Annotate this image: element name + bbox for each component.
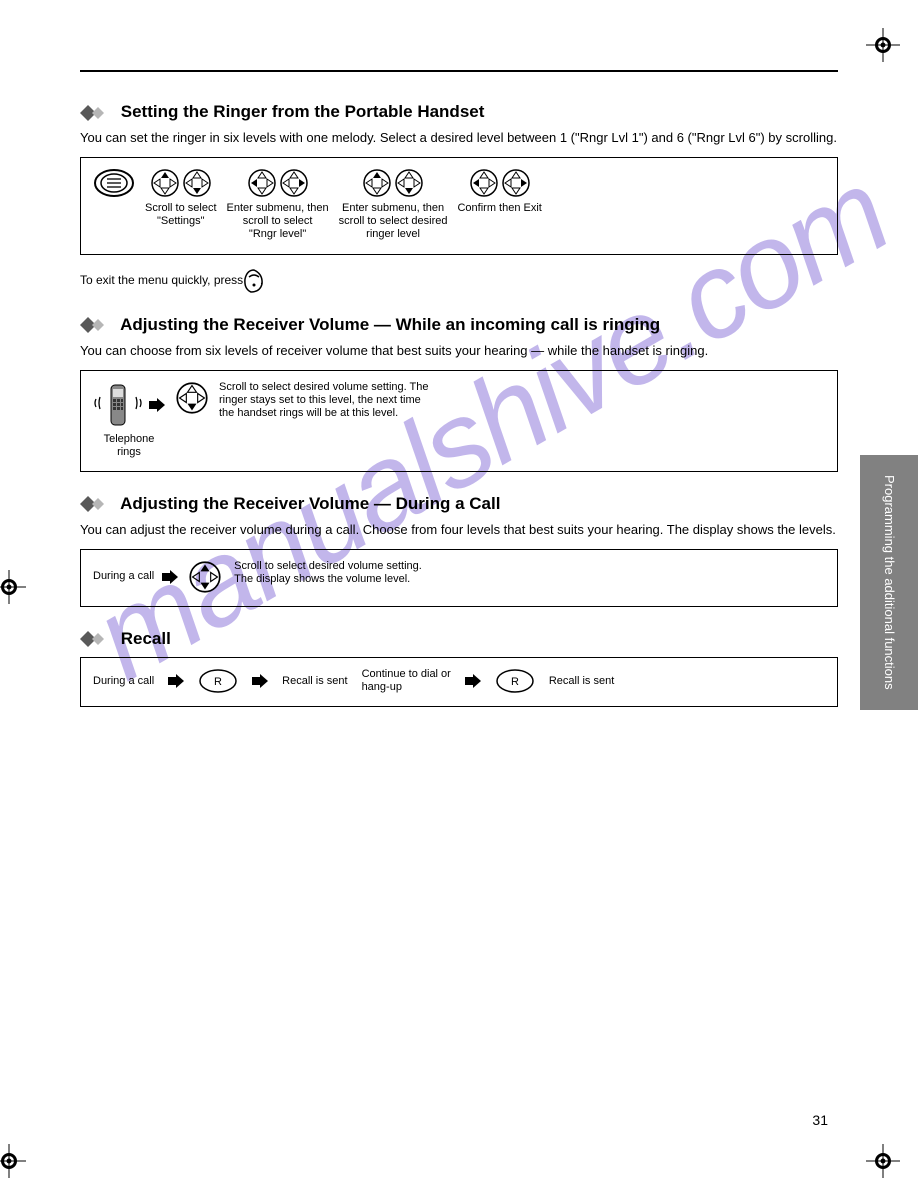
r-button-icon: R xyxy=(198,668,238,694)
section-title: Recall xyxy=(80,629,838,649)
title-text: Setting the Ringer from the Portable Han… xyxy=(121,102,485,121)
step-scroll-volume: Scroll to select desired volume setting.… xyxy=(175,381,429,421)
section-ringer: Setting the Ringer from the Portable Han… xyxy=(80,102,838,293)
nav-updown-icon xyxy=(175,381,209,415)
instruction-box: Telephonerings Scroll to select desired … xyxy=(80,370,838,472)
step-label: Scroll to select desired volume setting.… xyxy=(234,560,422,586)
arrow-right-icon xyxy=(465,674,481,688)
section-title: Setting the Ringer from the Portable Han… xyxy=(80,102,838,122)
diamond-bullet-icon xyxy=(80,105,110,121)
nav-left-icon xyxy=(469,168,499,198)
title-text: Adjusting the Receiver Volume — While an… xyxy=(120,315,660,334)
arrow-right-icon xyxy=(149,398,165,412)
registration-mark-icon xyxy=(0,1144,26,1178)
nav-right-icon xyxy=(501,168,531,198)
step-label: Telephonerings xyxy=(104,433,155,459)
hangup-key-icon xyxy=(243,269,265,293)
menu-button-icon xyxy=(93,168,135,198)
diamond-bullet-icon xyxy=(80,631,110,647)
step-label: Enter submenu, thenscroll to select"Rngr… xyxy=(227,202,329,242)
registration-mark-icon xyxy=(866,1144,900,1178)
instruction-box: During a call Scroll to select desired v… xyxy=(80,549,838,607)
nav-down-icon xyxy=(182,168,212,198)
step-scroll-settings: Scroll to select"Settings" xyxy=(145,168,217,228)
phone-ringing-icon xyxy=(93,381,143,429)
r-button-icon: R xyxy=(495,668,535,694)
step-label: Recall is sent xyxy=(282,675,347,688)
section-title: Adjusting the Receiver Volume — During a… xyxy=(80,494,838,514)
title-text: Recall xyxy=(121,629,171,648)
section-volume-ringing: Adjusting the Receiver Volume — While an… xyxy=(80,315,838,472)
top-rule xyxy=(80,70,838,72)
arrow-right-icon xyxy=(252,674,268,688)
instruction-box: Scroll to select"Settings" Enter submenu… xyxy=(80,157,838,255)
nav-left-icon xyxy=(247,168,277,198)
step-scroll-volume: Scroll to select desired volume setting.… xyxy=(188,560,422,594)
nav-up-icon xyxy=(150,168,180,198)
hint-text: To exit the menu quickly, press . xyxy=(80,273,263,287)
step-during-call: During a call xyxy=(93,570,178,584)
arrow-right-icon xyxy=(162,570,178,584)
step-label: Enter submenu, thenscroll to select desi… xyxy=(339,202,448,242)
section-recall: Recall During a call R Recall is sent Co… xyxy=(80,629,838,707)
section-desc: You can adjust the receiver volume durin… xyxy=(80,522,838,537)
step-enter-rngrlevel: Enter submenu, thenscroll to select"Rngr… xyxy=(227,168,329,242)
arrow-right-icon xyxy=(168,674,184,688)
svg-text:R: R xyxy=(214,676,222,688)
exit-hint: To exit the menu quickly, press . xyxy=(80,269,838,293)
step-label: Recall is sent xyxy=(549,675,614,688)
side-tab: Programming the additional functions xyxy=(860,455,918,710)
step-label: Scroll to select"Settings" xyxy=(145,202,217,228)
step-phone-rings: Telephonerings xyxy=(93,381,165,459)
instruction-box: During a call R Recall is sent Continue … xyxy=(80,657,838,707)
step-label: During a call xyxy=(93,570,154,583)
diamond-bullet-icon xyxy=(80,496,110,512)
page-number: 31 xyxy=(812,1112,828,1128)
nav-up-icon xyxy=(362,168,392,198)
title-text: Adjusting the Receiver Volume — During a… xyxy=(120,494,500,513)
step-label: During a call xyxy=(93,675,154,688)
step-menu xyxy=(93,168,135,198)
section-title: Adjusting the Receiver Volume — While an… xyxy=(80,315,838,335)
nav-right-icon xyxy=(279,168,309,198)
step-confirm-exit: Confirm then Exit xyxy=(457,168,541,215)
diamond-bullet-icon xyxy=(80,317,110,333)
step-label: Confirm then Exit xyxy=(457,202,541,215)
section-volume-call: Adjusting the Receiver Volume — During a… xyxy=(80,494,838,607)
nav-updown-icon xyxy=(188,560,222,594)
svg-text:R: R xyxy=(511,676,519,688)
section-desc: You can choose from six levels of receiv… xyxy=(80,343,838,358)
step-label: Continue to dial orhang-up xyxy=(362,668,451,694)
step-label: Scroll to select desired volume setting.… xyxy=(219,381,429,421)
step-select-level: Enter submenu, thenscroll to select desi… xyxy=(339,168,448,242)
page-content: Setting the Ringer from the Portable Han… xyxy=(0,0,918,761)
section-desc: You can set the ringer in six levels wit… xyxy=(80,130,838,145)
nav-down-icon xyxy=(394,168,424,198)
